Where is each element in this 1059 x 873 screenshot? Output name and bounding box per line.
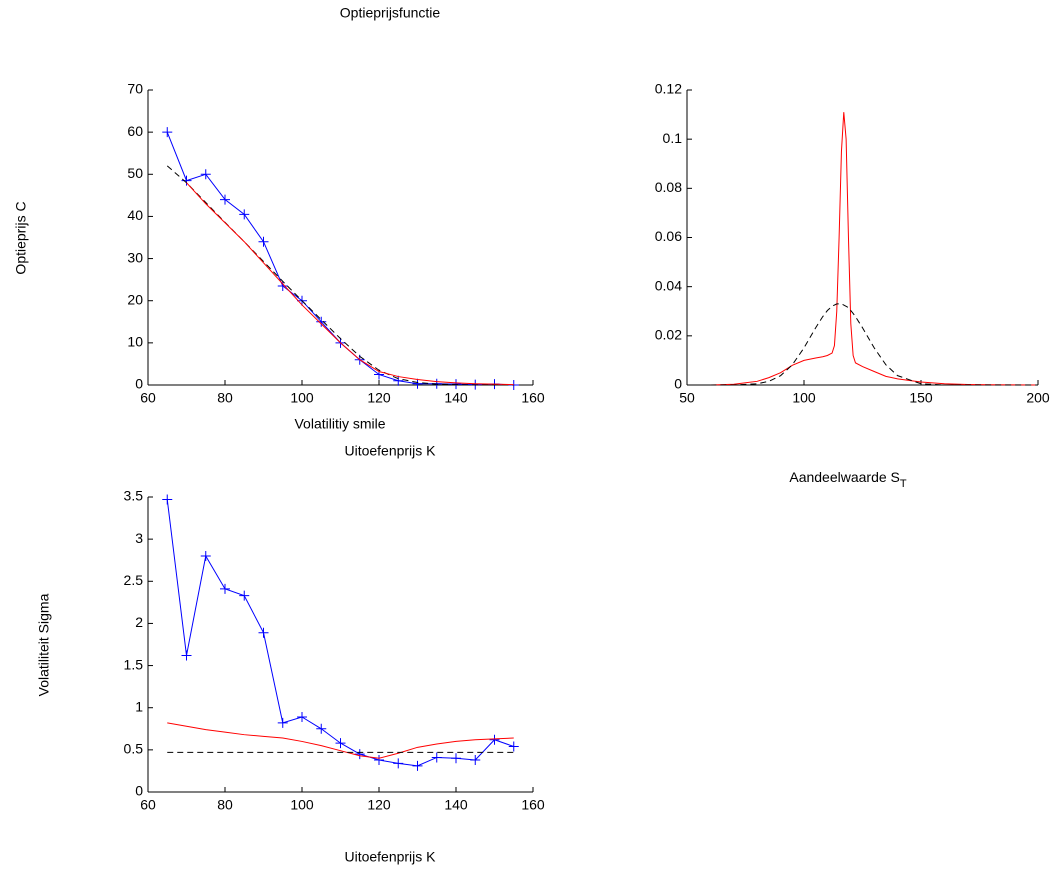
marker [489, 734, 500, 745]
marker [200, 169, 211, 180]
x-tick-label: 120 [367, 797, 391, 813]
x-tick-label: 100 [792, 390, 816, 406]
y-tick-label: 2 [135, 614, 143, 630]
marker [431, 752, 442, 763]
y-tick-label: 50 [127, 165, 143, 181]
y-tick-label: 0.12 [655, 81, 682, 97]
marker [277, 717, 288, 728]
x-axis-label: Aandeelwaarde ST [789, 469, 907, 490]
y-tick-label: 0.02 [655, 327, 682, 343]
x-tick-label: 80 [217, 390, 233, 406]
y-tick-label: 0.04 [655, 277, 682, 293]
y-tick-label: 0.06 [655, 228, 682, 244]
marker [220, 194, 230, 205]
marker [393, 375, 404, 386]
x-tick-label: 120 [367, 390, 391, 406]
y-tick-label: 10 [127, 334, 143, 350]
marker [412, 760, 423, 771]
marker [316, 316, 327, 327]
y-tick-label: 40 [127, 207, 143, 223]
marker [335, 738, 346, 749]
marker [470, 754, 481, 765]
marker [277, 280, 288, 291]
y-tick-label: 3.5 [124, 488, 144, 504]
x-tick-label: 80 [217, 797, 233, 813]
marker [297, 711, 307, 722]
series-line [186, 182, 514, 386]
x-axis-label-text: Aandeelwaarde S [789, 469, 900, 485]
marker [200, 551, 211, 561]
x-tick-label: 140 [444, 797, 468, 813]
x-tick-label: 50 [679, 390, 695, 406]
x-tick-label: 160 [521, 390, 545, 406]
marker [220, 583, 230, 594]
y-tick-label: 1 [135, 698, 143, 714]
x-tick-label: 200 [1026, 390, 1050, 406]
y-tick-label: 0 [135, 783, 143, 799]
marker [412, 378, 423, 389]
y-axis-label: Volatiliteit Sigma [36, 593, 52, 696]
y-tick-label: 0 [135, 376, 143, 392]
y-tick-label: 30 [127, 249, 143, 265]
x-tick-label: 60 [140, 390, 156, 406]
marker [239, 590, 250, 601]
x-axis-label: Uitoefenprijs K [344, 849, 436, 865]
series-line [166, 165, 514, 386]
marker [374, 754, 384, 765]
marker [258, 236, 269, 247]
x-tick-label: 140 [444, 390, 468, 406]
x-tick-label: 150 [909, 390, 933, 406]
marker [181, 175, 192, 186]
marker [258, 627, 269, 638]
marker [393, 758, 404, 769]
series-line [166, 499, 514, 767]
y-axis-label: Optieprijs C [13, 201, 29, 274]
y-tick-label: 20 [127, 291, 143, 307]
y-tick-label: 2.5 [124, 572, 144, 588]
x-axis-label: Uitoefenprijs K [344, 443, 436, 459]
y-tick-label: 0 [674, 376, 682, 392]
marker [181, 650, 192, 661]
series-line [710, 303, 1038, 386]
marker [451, 753, 461, 764]
y-tick-label: 1.5 [124, 656, 144, 672]
y-tick-label: 0.5 [124, 741, 144, 757]
y-tick-label: 3 [135, 530, 143, 546]
marker [354, 749, 365, 760]
x-tick-label: 160 [521, 797, 545, 813]
x-tick-label: 100 [290, 797, 314, 813]
series-line [710, 112, 1039, 386]
marker [162, 494, 173, 505]
chart-title: Volatilitiy smile [294, 416, 385, 432]
y-tick-label: 70 [127, 81, 143, 97]
y-tick-label: 0.08 [655, 179, 682, 195]
chart-title: Optieprijsfunctie [340, 5, 441, 21]
x-tick-label: 100 [290, 390, 314, 406]
marker [239, 209, 250, 220]
series-line [167, 722, 514, 759]
x-axis-label-subscript: T [900, 478, 907, 490]
y-tick-label: 0.1 [663, 130, 683, 146]
y-tick-label: 60 [127, 123, 143, 139]
marker [508, 741, 519, 752]
marker [316, 723, 327, 734]
x-tick-label: 60 [140, 797, 156, 813]
marker [162, 127, 173, 138]
